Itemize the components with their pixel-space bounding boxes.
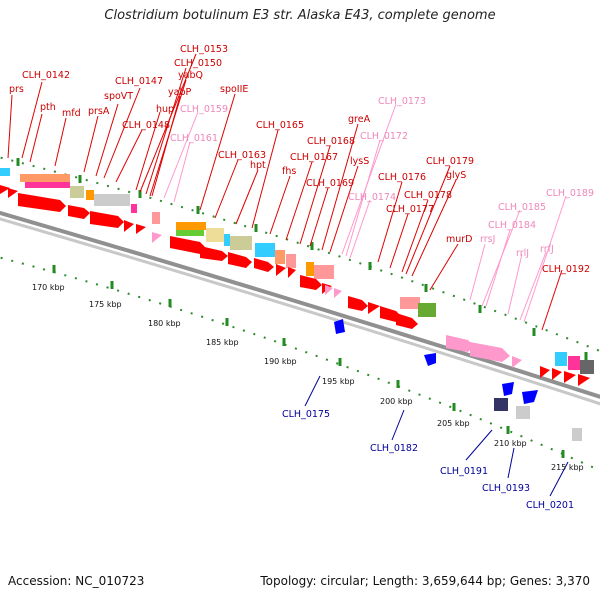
gene-label: CLH_0178	[404, 190, 452, 201]
gene-label: spoVT	[104, 91, 133, 102]
gene-label: prsA	[88, 106, 110, 117]
gene-label: rrfJ	[540, 244, 554, 255]
gene-label: greA	[348, 114, 371, 125]
tick-label: 190 kbp	[264, 357, 297, 366]
tick-label: 215 kbp	[551, 463, 584, 472]
gene-label: CLH_0153	[180, 44, 228, 55]
minus-strand-features	[334, 319, 582, 441]
gene-label: CLH_0165	[256, 120, 304, 131]
tick-label: 175 kbp	[89, 300, 122, 309]
tick-label: 180 kbp	[148, 319, 181, 328]
outer-dotted-ring	[0, 156, 600, 353]
gene-label: prs	[9, 84, 24, 95]
gene-label: CLH_0147	[115, 76, 163, 87]
blue-gene-labels: CLH_0175 CLH_0182 CLH_0191 CLH_0193 CLH_…	[282, 409, 574, 511]
gene-label: CLH_0148	[122, 120, 170, 131]
gene-label: CLH_0159	[180, 104, 228, 115]
map-title: Clostridium botulinum E3 str. Alaska E43…	[104, 8, 496, 23]
gene-label: yabQ	[178, 70, 203, 81]
gene-label: CLH_0150	[174, 58, 222, 69]
red-label-connectors	[7, 53, 563, 331]
gene-label: CLH_0179	[426, 156, 474, 167]
outer-ticks	[16, 158, 588, 360]
gene-label: CLH_0201	[526, 500, 574, 511]
gene-label: CLH_0163	[218, 150, 266, 161]
gene-label: CLH_0175	[282, 409, 330, 420]
pink-gene-labels: CLH_0159 CLH_0161 CLH_0173 CLH_0172 CLH_…	[170, 96, 594, 259]
gene-label: CLH_0184	[488, 220, 536, 231]
gene-label: CLH_0189	[546, 188, 594, 199]
cog-feature-row	[0, 168, 594, 374]
gene-label: CLH_0176	[378, 172, 426, 183]
gene-label: CLH_0142	[22, 70, 70, 81]
cds-arrow-row	[0, 185, 590, 386]
gene-label: fhs	[282, 166, 296, 177]
gene-label: rrsJ	[480, 234, 495, 245]
gene-label: CLH_0177	[386, 204, 434, 215]
tick-label: 185 kbp	[206, 338, 239, 347]
tick-label: 170 kbp	[32, 283, 65, 292]
gene-label: CLH_0169	[306, 178, 354, 189]
backbone-inner	[0, 217, 600, 406]
red-gene-labels: prs CLH_0142 pth mfd prsA spoVT CLH_0147…	[9, 44, 590, 275]
gene-label: hup	[156, 104, 174, 115]
gene-label: CLH_0191	[440, 466, 488, 477]
pink-label-connectors	[163, 103, 567, 323]
gene-label: mfd	[62, 108, 81, 119]
gene-label: CLH_0185	[498, 202, 546, 213]
gene-label: CLH_0192	[542, 264, 590, 275]
gene-label: murD	[446, 234, 473, 245]
tick-label: 195 kbp	[322, 377, 355, 386]
rna-arrow-row	[152, 232, 522, 368]
gene-label: CLH_0172	[360, 131, 408, 142]
gene-label: CLH_0173	[378, 96, 426, 107]
tick-label: 200 kbp	[380, 397, 413, 406]
gene-label: CLH_0182	[370, 443, 418, 454]
backbone-outer	[0, 210, 600, 399]
gene-label: CLH_0167	[290, 152, 338, 163]
accession-text: Accession: NC_010723	[8, 574, 145, 588]
gene-label: glyS	[446, 170, 466, 181]
gene-label: CLH_0174	[348, 192, 396, 203]
gene-label: hpt	[250, 160, 266, 171]
gene-label: pth	[40, 102, 56, 113]
tick-label: 210 kbp	[494, 439, 527, 448]
gene-label: CLH_0168	[307, 136, 355, 147]
gene-label: rrlJ	[516, 248, 529, 259]
tick-label: 205 kbp	[437, 419, 470, 428]
gene-label: lysS	[350, 156, 369, 167]
inner-ticks	[52, 265, 565, 458]
gene-label: spoIIE	[220, 84, 248, 95]
gene-label: yabP	[168, 87, 191, 98]
tick-labels: 170 kbp 175 kbp 180 kbp 185 kbp 190 kbp …	[32, 283, 584, 472]
gene-label: CLH_0161	[170, 133, 218, 144]
blue-label-connectors	[304, 375, 569, 497]
gene-label: CLH_0193	[482, 483, 530, 494]
genome-summary-text: Topology: circular; Length: 3,659,644 bp…	[260, 574, 590, 588]
